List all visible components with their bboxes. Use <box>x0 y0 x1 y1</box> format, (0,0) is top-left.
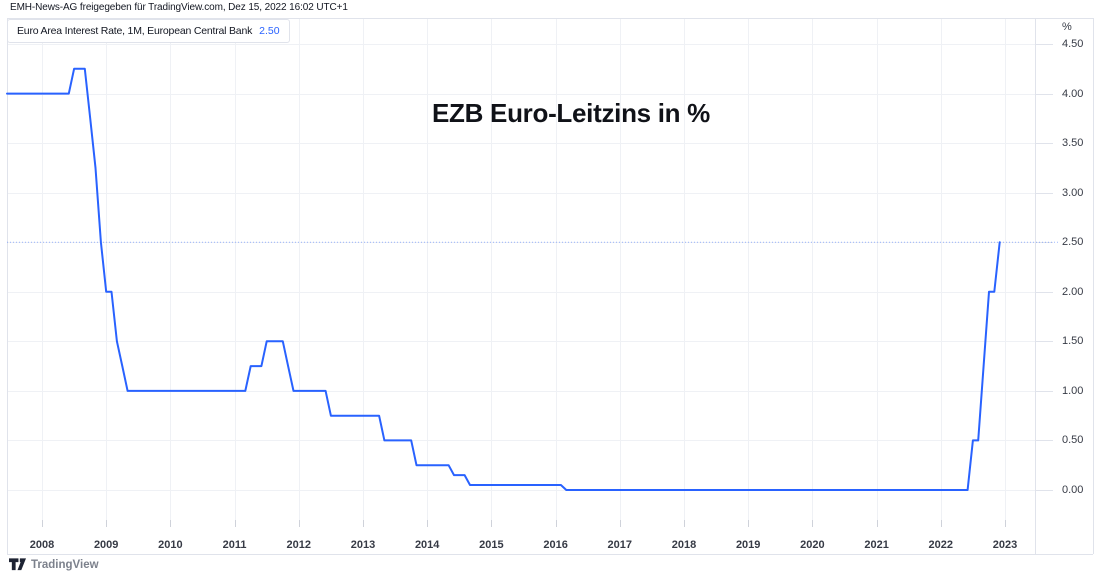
x-axis-label: 2016 <box>543 539 568 551</box>
x-axis-label: 2021 <box>864 539 889 551</box>
x-axis-label: 2022 <box>928 539 954 551</box>
y-axis-label: 0.00 <box>1062 484 1084 496</box>
legend[interactable]: Euro Area Interest Rate, 1M, European Ce… <box>7 19 290 43</box>
x-axis-label: 2015 <box>479 539 504 551</box>
x-axis-label: 2023 <box>992 539 1018 551</box>
legend-last-value: 2.50 <box>259 25 280 37</box>
grid <box>7 18 1094 555</box>
y-axis-label: 1.50 <box>1062 335 1084 348</box>
x-axis-label: 2010 <box>158 539 183 551</box>
y-axis-label: 2.50 <box>1062 236 1084 249</box>
x-axis-label: 2009 <box>93 539 119 551</box>
y-axis-label: 0.50 <box>1062 434 1084 447</box>
x-axis-label: 2019 <box>735 539 761 551</box>
x-axis-label: 2012 <box>286 539 312 551</box>
attribution-text: EMH-News-AG freigegeben für TradingView.… <box>10 2 348 13</box>
x-axis-label: 2017 <box>607 539 633 551</box>
x-axis-label: 2014 <box>414 539 440 551</box>
tradingview-icon <box>9 558 26 571</box>
series-line <box>6 67 1001 491</box>
tradingview-logo-link[interactable]: TradingView <box>9 558 99 571</box>
x-axis-label: 2008 <box>29 539 55 551</box>
y-axis-label: 4.00 <box>1062 87 1084 100</box>
chart-title: EZB Euro-Leitzins in % <box>432 98 710 128</box>
x-axis-label: 2018 <box>671 539 697 551</box>
y-axis-label: 1.00 <box>1062 384 1084 397</box>
x-axis-label: 2013 <box>350 539 376 551</box>
y-axis-label: 2.00 <box>1062 285 1084 298</box>
y-axis-label: 3.00 <box>1062 186 1084 199</box>
y-axis-label: 3.50 <box>1062 137 1084 150</box>
y-axis-label: 4.50 <box>1062 38 1084 50</box>
x-axis-label: 2020 <box>800 539 825 551</box>
legend-series-title: Euro Area Interest Rate, 1M, European Ce… <box>17 25 253 37</box>
tradingview-logo-text: TradingView <box>31 558 99 571</box>
x-axis-label: 2011 <box>222 539 247 551</box>
y-axis-label: % <box>1062 21 1072 33</box>
